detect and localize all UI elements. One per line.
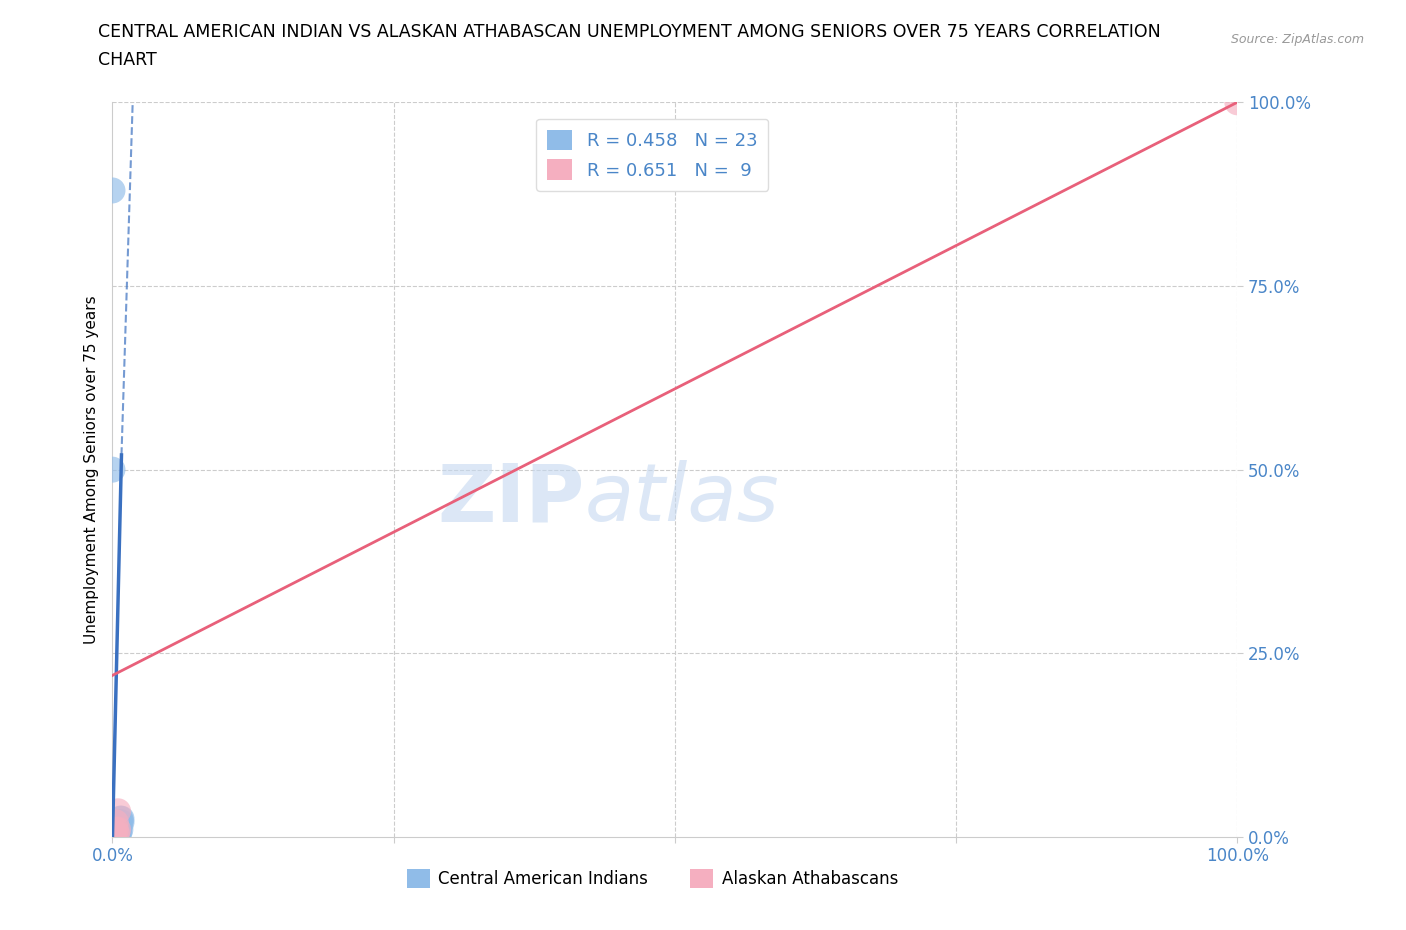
- Legend: Central American Indians, Alaskan Athabascans: Central American Indians, Alaskan Athaba…: [401, 862, 904, 895]
- Point: [110, 811, 132, 826]
- Point: [108, 826, 131, 841]
- Point: [104, 822, 127, 837]
- Point: [107, 822, 129, 837]
- Text: CHART: CHART: [98, 51, 157, 69]
- Point: [110, 815, 132, 830]
- Point: [108, 822, 131, 837]
- Point: [110, 815, 132, 830]
- Point: [107, 822, 129, 837]
- Point: [104, 818, 127, 833]
- Point: [105, 826, 128, 841]
- Point: [1226, 95, 1249, 110]
- Point: [104, 815, 127, 830]
- Point: [107, 815, 129, 830]
- Point: [107, 804, 129, 818]
- Point: [105, 818, 128, 833]
- Point: [101, 826, 124, 841]
- Point: [103, 826, 125, 841]
- Text: Source: ZipAtlas.com: Source: ZipAtlas.com: [1230, 33, 1364, 46]
- Text: CENTRAL AMERICAN INDIAN VS ALASKAN ATHABASCAN UNEMPLOYMENT AMONG SENIORS OVER 75: CENTRAL AMERICAN INDIAN VS ALASKAN ATHAB…: [98, 23, 1161, 41]
- Y-axis label: Unemployment Among Seniors over 75 years: Unemployment Among Seniors over 75 years: [83, 296, 98, 644]
- Point: [101, 822, 124, 837]
- Point: [104, 822, 127, 837]
- Point: [105, 822, 128, 837]
- Point: [108, 815, 131, 830]
- Point: [110, 811, 132, 826]
- Point: [104, 826, 127, 841]
- Point: [104, 822, 127, 837]
- Point: [110, 822, 132, 837]
- Point: [104, 826, 127, 841]
- Text: ZIP: ZIP: [437, 460, 585, 538]
- Point: [101, 462, 124, 477]
- Point: [105, 826, 128, 841]
- Point: [101, 830, 124, 844]
- Point: [107, 826, 129, 841]
- Text: atlas: atlas: [585, 460, 780, 538]
- Point: [101, 830, 124, 844]
- Point: [101, 183, 124, 198]
